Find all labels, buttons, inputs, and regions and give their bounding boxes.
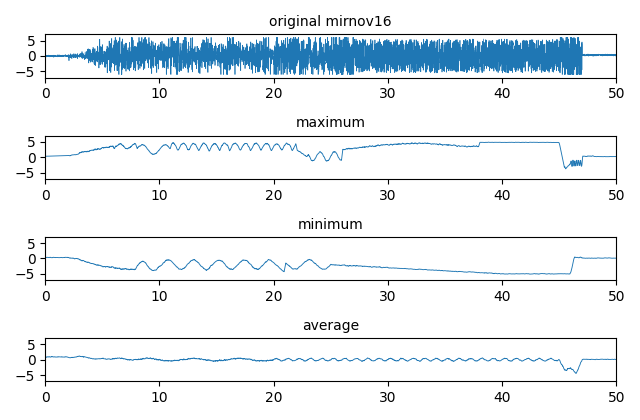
Title: minimum: minimum	[298, 218, 364, 231]
Title: original mirnov16: original mirnov16	[269, 15, 392, 29]
Title: maximum: maximum	[296, 116, 365, 130]
Title: average: average	[302, 319, 359, 333]
